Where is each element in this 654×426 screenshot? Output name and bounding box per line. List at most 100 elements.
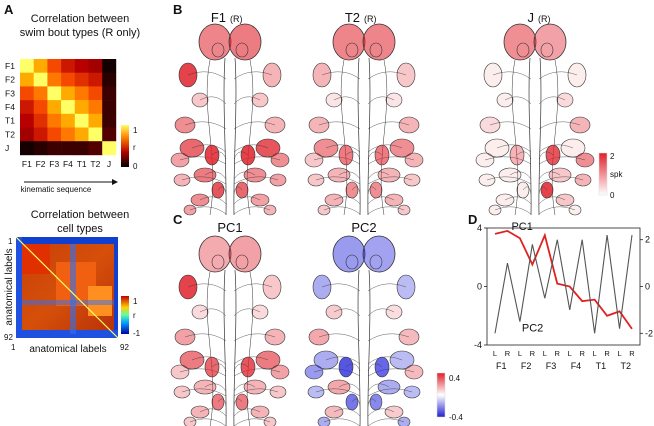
matrix-cell <box>102 86 117 101</box>
spinal-fiber <box>223 269 227 426</box>
left-tick-label: 0 <box>477 282 482 292</box>
axon <box>367 388 413 397</box>
axon <box>367 121 410 130</box>
tectum-inner-left <box>345 42 359 58</box>
axon <box>211 151 227 160</box>
axon <box>233 283 273 292</box>
brain-map-pc2 <box>304 235 424 426</box>
axon <box>538 71 578 80</box>
matrix-cell <box>102 100 117 115</box>
top-colorbar <box>121 125 129 167</box>
bottom-colorbar-max: 1 <box>133 297 138 306</box>
axon <box>199 308 227 317</box>
axon <box>233 96 261 105</box>
series-label-pc2: PC2 <box>522 323 543 335</box>
axon <box>211 363 227 372</box>
top-colorbar-mid: r <box>133 143 136 152</box>
right-tick-label: 0 <box>645 282 650 292</box>
axon <box>233 171 256 180</box>
bottom-colorbar-mid: r <box>133 311 136 320</box>
tectum-right <box>362 235 396 273</box>
axon <box>333 308 361 317</box>
axon <box>494 206 532 215</box>
fiber-tract <box>511 59 519 216</box>
x-lr-label: R <box>629 349 635 358</box>
axon <box>233 121 276 130</box>
x-group-label: F1 <box>496 361 507 371</box>
tectum-right <box>228 235 262 273</box>
neuron-soma-right <box>397 416 411 426</box>
matrix-cell <box>88 127 103 142</box>
matrix-cell <box>102 113 117 128</box>
brain-map-f1 <box>170 23 290 216</box>
x-lr-label: L <box>568 349 572 358</box>
tectum-left <box>503 23 537 61</box>
axon <box>233 156 281 165</box>
right-tick-label: -2 <box>645 328 653 338</box>
axon <box>325 144 361 153</box>
matrix-cell <box>20 86 34 101</box>
tectum-inner-left <box>211 42 225 58</box>
axon <box>217 186 227 195</box>
matrix-cell <box>33 127 48 142</box>
row-label: F1 <box>5 61 15 71</box>
axon <box>367 156 415 165</box>
matrix-cell <box>102 141 117 156</box>
series-label-pc1: PC1 <box>511 221 532 233</box>
map-suffix-f1: (R) <box>230 14 243 24</box>
axon <box>333 408 361 417</box>
plot-frame <box>486 227 641 346</box>
matrix-cell <box>88 100 103 115</box>
brain-map-pc1 <box>170 235 290 426</box>
spk-colorbar <box>598 152 608 196</box>
col-label: T2 <box>90 159 100 169</box>
axon <box>233 144 269 153</box>
matrix-cell <box>47 141 62 156</box>
axon <box>191 144 227 153</box>
axon <box>509 171 532 180</box>
axon <box>516 151 532 160</box>
fiber-tract <box>206 271 214 426</box>
panel-a-top-title-line2: swim bout types (R only) <box>20 27 140 39</box>
map-title-pc2: PC2 <box>351 220 376 235</box>
series-line-pc1 <box>494 229 633 330</box>
tectum-right <box>228 23 262 61</box>
axon <box>181 176 227 185</box>
matrix-cell <box>74 127 89 142</box>
x-group-label: T2 <box>621 361 632 371</box>
panel-c: C PC1 PC2 0.4 -0.4 <box>170 212 463 426</box>
x-group-label: F3 <box>546 361 557 371</box>
axon <box>504 96 532 105</box>
axon <box>367 196 395 205</box>
matrix-cell <box>33 72 48 87</box>
neuron-soma-left <box>317 416 331 426</box>
axon <box>184 121 227 130</box>
axon <box>313 156 361 165</box>
row-label: J <box>5 143 9 153</box>
matrix-cell <box>61 59 76 73</box>
map-suffix-j: (R) <box>538 14 551 24</box>
axon <box>323 206 361 215</box>
spk-colorbar-min: 0 <box>610 191 615 200</box>
map-title-j: J <box>528 10 535 25</box>
tectum-inner-right <box>369 254 383 270</box>
fiber-tract <box>380 59 388 216</box>
axon <box>233 368 281 377</box>
brain-map-t2 <box>304 23 424 216</box>
col-label: F3 <box>49 159 59 169</box>
matrix-cell <box>61 72 76 87</box>
col-label: F1 <box>22 159 32 169</box>
matrix-cell <box>61 86 76 101</box>
tectum-inner-right <box>540 42 554 58</box>
matrix-cell <box>88 141 103 156</box>
axon <box>367 363 383 372</box>
spinal-fiber <box>367 269 371 426</box>
matrix-cell <box>74 113 89 128</box>
matrix-cell <box>61 100 76 115</box>
axon <box>504 196 532 205</box>
axon <box>486 176 532 185</box>
axon <box>233 151 249 160</box>
x-lr-label: L <box>543 349 547 358</box>
axon <box>233 176 279 185</box>
